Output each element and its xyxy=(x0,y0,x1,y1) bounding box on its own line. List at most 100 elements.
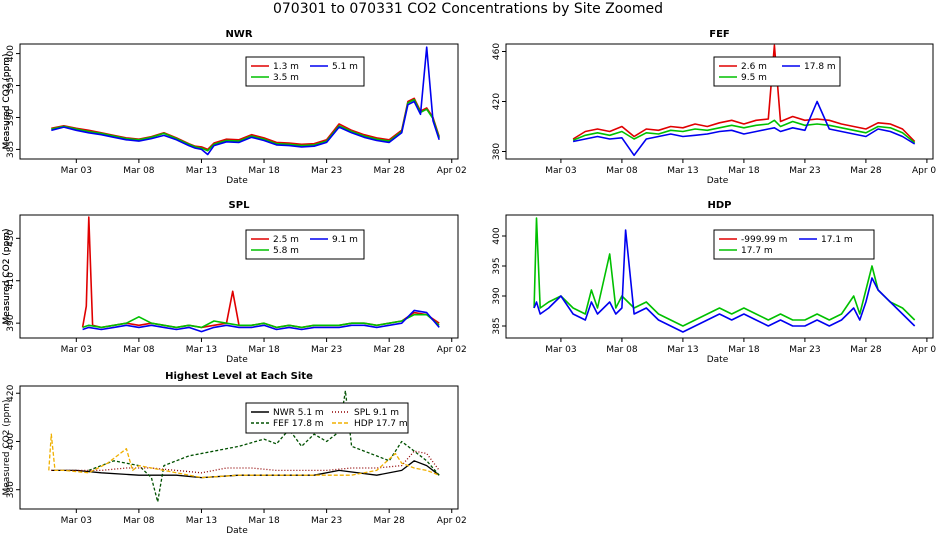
y-tick-label: 380 xyxy=(6,481,16,498)
chart-title: HDP xyxy=(708,200,732,211)
y-tick-label: 395 xyxy=(6,77,16,94)
x-tick-label: Mar 18 xyxy=(728,166,760,176)
y-tick-label: 385 xyxy=(492,317,502,334)
x-tick-label: Mar 08 xyxy=(123,345,155,355)
legend-label: 3.5 m xyxy=(273,73,299,83)
series-line-9_5-m xyxy=(572,119,916,144)
legend-label: SPL 9.1 m xyxy=(354,408,399,418)
legend-label: HDP 17.7 m xyxy=(354,419,408,429)
x-tick-label: Mar 23 xyxy=(789,166,820,176)
x-axis-label: Date xyxy=(707,176,729,186)
x-axis-label: Date xyxy=(707,355,729,365)
legend: 2.6 m9.5 m 17.8 m xyxy=(713,56,841,87)
x-tick-label: Mar 23 xyxy=(311,166,342,176)
legend-label: 2.6 m xyxy=(741,62,767,72)
y-axis-label: Measured CO2 (ppm) xyxy=(2,229,12,325)
y-tick-label: 390 xyxy=(492,287,502,304)
y-tick-label: 380 xyxy=(492,143,502,160)
legend-box xyxy=(245,402,409,434)
legend: 2.5 m5.8 m 9.1 m xyxy=(245,229,365,260)
y-axis-label: Measured CO2 (ppm) xyxy=(2,400,12,496)
y-tick-label: 390 xyxy=(6,109,16,126)
x-tick-label: Mar 28 xyxy=(850,166,882,176)
x-tick-label: Mar 28 xyxy=(374,516,406,526)
x-tick-label: Mar 28 xyxy=(374,166,406,176)
y-tick-label: 400 xyxy=(492,227,502,244)
x-tick-label: Mar 18 xyxy=(248,166,280,176)
legend-label: 9.1 m xyxy=(332,235,358,245)
chart-nwr: NWR 385 390 395 400 Mar 03 Mar 08 Mar 13 Mar 18 M… xyxy=(2,29,467,186)
y-axis-label: Measured CO2 (ppm) xyxy=(2,54,12,150)
series-line-17_7-m xyxy=(533,217,916,327)
plot-frame xyxy=(19,214,459,339)
legend-label: 5.1 m xyxy=(332,62,358,72)
legend-box xyxy=(713,229,875,260)
x-tick-label: Mar 13 xyxy=(186,345,217,355)
legend-label: -999.99 m xyxy=(741,235,787,245)
y-tick-label: 385 xyxy=(6,141,16,158)
series-line-3_5-m xyxy=(51,98,440,152)
series-line-HDP-17_7-m xyxy=(48,433,440,479)
legend-label: 5.8 m xyxy=(273,246,299,256)
x-axis-label: Date xyxy=(226,526,248,536)
x-tick-label: Mar 18 xyxy=(248,516,280,526)
x-tick-label: Mar 03 xyxy=(545,166,576,176)
series-line-9_1-m xyxy=(82,309,440,333)
legend-label: 17.1 m xyxy=(821,235,853,245)
plot-frame xyxy=(19,43,459,160)
legend-box xyxy=(245,56,365,87)
chart-highest: Highest Level at Each Site 380 400 420 Mar 0… xyxy=(2,371,467,536)
y-tick-label: 400 xyxy=(6,433,16,450)
x-tick-label: Apr 02 xyxy=(912,345,936,355)
legend-label: 17.8 m xyxy=(804,62,836,72)
series-group xyxy=(81,216,440,333)
page-title: 070301 to 070331 CO2 Concentrations by S… xyxy=(272,1,664,17)
x-tick-label: Mar 03 xyxy=(61,345,92,355)
chart-title: Highest Level at Each Site xyxy=(165,371,313,382)
chart-hdp: HDP 385 390 395 400 Mar 03 Mar 08 Mar 13 Mar 18 M… xyxy=(2,200,936,365)
legend-box xyxy=(245,229,365,260)
chart-title: NWR xyxy=(225,29,252,40)
legend-label: FEF 17.8 m xyxy=(273,419,324,429)
chart-fef: FEF 380 420 460 Mar 03 Mar 08 Mar 13 Mar 18 Mar … xyxy=(2,29,936,186)
x-tick-label: Apr 02 xyxy=(437,345,467,355)
legend-label: 1.3 m xyxy=(273,62,299,72)
chart-spl: SPL 390 410 430 Mar 03 Mar 08 Mar 13 Mar 18 Mar … xyxy=(2,200,467,365)
x-tick-label: Mar 13 xyxy=(186,516,217,526)
x-tick-label: Mar 13 xyxy=(667,345,698,355)
x-axis-label: Date xyxy=(226,355,248,365)
x-tick-label: Mar 08 xyxy=(123,166,155,176)
y-tick-label: 395 xyxy=(492,257,502,274)
x-tick-label: Apr 02 xyxy=(437,516,467,526)
series-group xyxy=(572,44,916,157)
x-tick-label: Mar 08 xyxy=(606,166,638,176)
x-tick-label: Mar 18 xyxy=(728,345,760,355)
x-tick-label: Mar 03 xyxy=(61,166,92,176)
series-group xyxy=(48,390,440,503)
y-tick-label: 400 xyxy=(6,45,16,62)
series-line-17_1-m xyxy=(533,229,916,333)
y-axis-label: Measured CO2 (ppm) xyxy=(2,54,12,150)
y-tick-label: 390 xyxy=(6,314,16,331)
x-tick-label: Mar 23 xyxy=(789,345,820,355)
plot-frame xyxy=(505,214,934,339)
legend-label: 2.5 m xyxy=(273,235,299,245)
series-line-5_8-m xyxy=(82,313,440,329)
series-line-5_1-m xyxy=(51,46,440,156)
legend-box xyxy=(713,56,841,87)
y-tick-label: 420 xyxy=(6,384,16,401)
plot-frame xyxy=(19,385,459,510)
legend-label: 17.7 m xyxy=(741,246,773,256)
legend: 1.3 m3.5 m 5.1 m xyxy=(245,56,365,87)
y-tick-label: 410 xyxy=(6,272,16,289)
x-tick-label: Mar 23 xyxy=(311,345,342,355)
x-tick-label: Mar 03 xyxy=(545,345,576,355)
legend: -999.99 m17.7 m 17.1 m xyxy=(713,229,875,260)
legend-label: 9.5 m xyxy=(741,73,767,83)
x-tick-label: Apr 02 xyxy=(912,166,936,176)
x-tick-label: Mar 08 xyxy=(606,345,638,355)
series-group xyxy=(51,46,440,156)
x-tick-label: Mar 18 xyxy=(248,345,280,355)
x-tick-label: Apr 02 xyxy=(437,166,467,176)
